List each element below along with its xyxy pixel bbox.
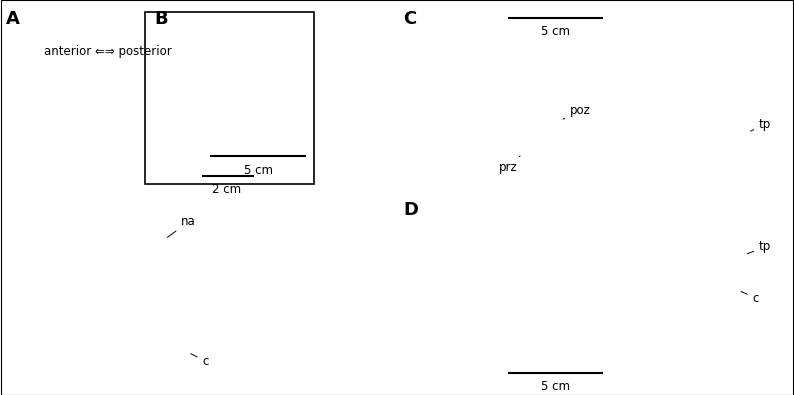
Text: A: A	[6, 10, 20, 28]
Text: 5 cm: 5 cm	[542, 380, 570, 393]
Text: prz: prz	[499, 156, 520, 174]
Text: 2 cm: 2 cm	[212, 183, 241, 196]
Text: anterior ⇐⇒ posterior: anterior ⇐⇒ posterior	[44, 45, 172, 58]
Text: 5 cm: 5 cm	[542, 25, 570, 38]
Text: poz: poz	[563, 104, 591, 119]
Text: tp: tp	[750, 118, 771, 131]
Text: B: B	[155, 10, 168, 28]
Text: c: c	[741, 292, 759, 305]
Text: D: D	[403, 201, 418, 220]
Text: 5 cm: 5 cm	[244, 164, 272, 177]
Text: tp: tp	[747, 241, 771, 254]
Text: na: na	[168, 216, 196, 237]
Text: c: c	[191, 354, 209, 368]
Bar	[145, 12, 314, 184]
Text: C: C	[403, 10, 417, 28]
